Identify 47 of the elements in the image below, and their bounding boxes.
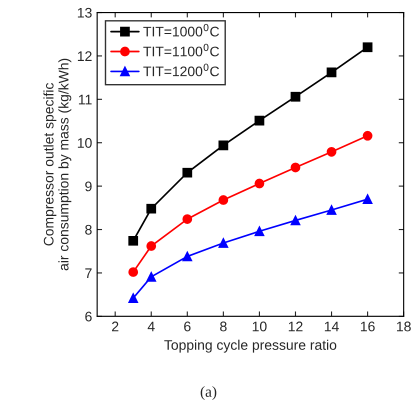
point — [326, 205, 336, 215]
point — [326, 68, 336, 78]
point — [290, 162, 300, 172]
y-tick-label: 9 — [85, 181, 92, 192]
point — [254, 226, 264, 236]
x-tick-label: 16 — [360, 322, 375, 332]
x-tick-label: 10 — [252, 322, 267, 332]
x-tick-label: 14 — [324, 322, 339, 332]
y-axis-title: Compressor outlet specific air consumption by mass (kg/kWh) — [43, 58, 72, 270]
point — [146, 272, 156, 282]
x-tick-label: 2 — [112, 322, 118, 332]
point — [290, 216, 300, 226]
point — [254, 116, 264, 126]
legend-label: TIT=1200$^{0}$C — [143, 64, 220, 76]
point — [146, 241, 156, 251]
point — [128, 236, 138, 246]
legend-label: TIT=1100$^{0}$C — [143, 44, 220, 56]
y-tick-label: 13 — [78, 8, 92, 18]
point — [254, 178, 264, 188]
x-tick-label: 8 — [220, 322, 227, 332]
x-tick-label: 6 — [184, 322, 191, 332]
point — [362, 42, 372, 52]
y-tick-label: 8 — [85, 224, 92, 235]
point — [128, 267, 138, 277]
point — [146, 204, 156, 214]
point — [362, 194, 372, 204]
y-tick-label: 12 — [78, 51, 92, 61]
point — [182, 214, 192, 224]
y-tick-label: 7 — [85, 268, 92, 278]
point — [326, 146, 336, 157]
x-tick-label: 4 — [148, 322, 155, 332]
x-axis-title: Topping cycle pressure ratio — [164, 340, 336, 353]
point — [290, 92, 300, 102]
point — [182, 168, 192, 178]
point — [218, 238, 228, 248]
y-tick-label: 10 — [78, 138, 92, 148]
x-tick-label: 12 — [288, 322, 303, 332]
y-tick-label: 6 — [85, 312, 92, 322]
point — [218, 140, 228, 150]
y-tick-label: 11 — [78, 94, 92, 104]
point — [182, 252, 192, 262]
text: (a) — [200, 386, 216, 400]
legend-label: TIT=1000$^{0}$C — [143, 24, 220, 37]
x-tick-label: 18 — [396, 322, 411, 332]
point — [362, 130, 372, 141]
point — [218, 195, 228, 205]
point — [128, 293, 138, 303]
